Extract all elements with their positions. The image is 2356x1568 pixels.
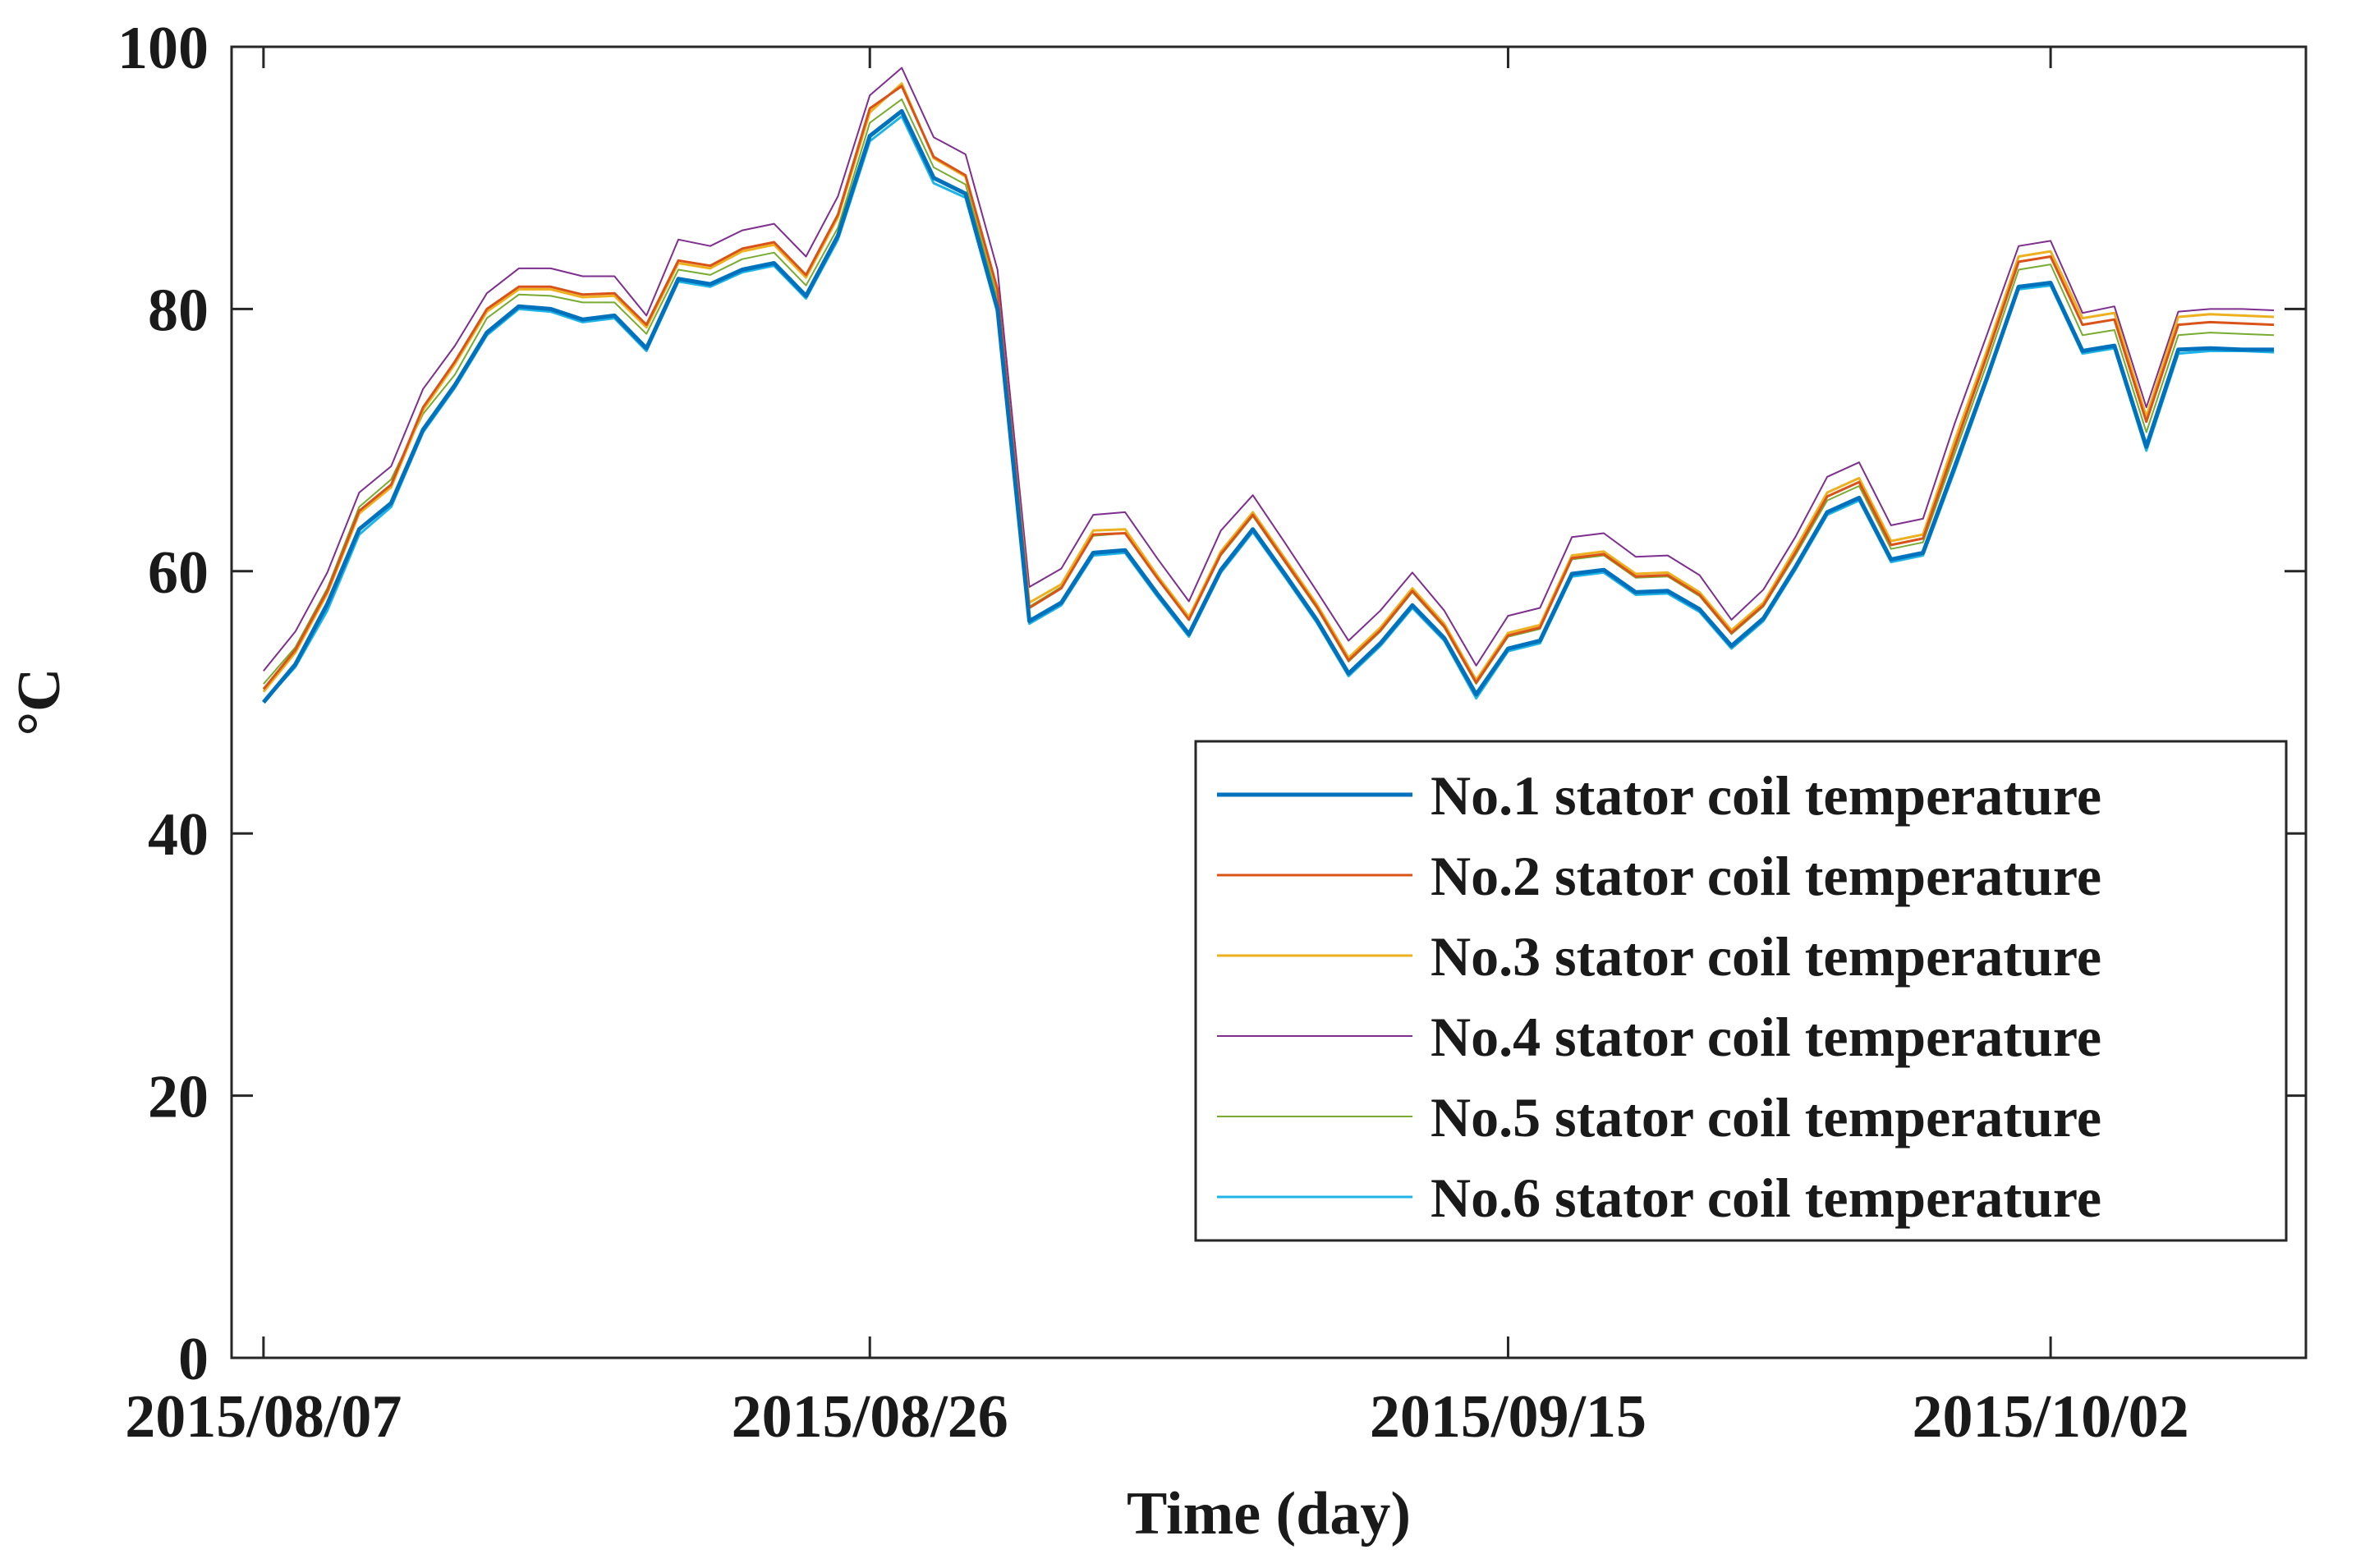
y-tick-label: 0 bbox=[178, 1326, 209, 1393]
y-tick-label: 20 bbox=[148, 1064, 209, 1131]
x-ticks: 2015/08/07 2015/08/26 2015/09/15 2015/10/02 bbox=[125, 47, 2189, 1451]
legend: No.1 stator coil temperature No.2 stator … bbox=[1194, 740, 2288, 1242]
series-layer bbox=[261, 66, 2275, 704]
legend-label-3: No.3 stator coil temperature bbox=[1431, 925, 2101, 988]
x-tick-label: 2015/08/26 bbox=[732, 1383, 1008, 1451]
series-line-1 bbox=[261, 108, 2275, 704]
y-ticks: 0 20 40 60 80 100 bbox=[117, 15, 2306, 1393]
y-tick-label: 60 bbox=[148, 539, 209, 607]
series-line-4 bbox=[263, 66, 2275, 672]
legend-label-6: No.6 stator coil temperature bbox=[1431, 1167, 2101, 1229]
series-line-3 bbox=[262, 82, 2275, 693]
y-tick-label: 80 bbox=[148, 277, 209, 344]
series-line-2 bbox=[262, 85, 2275, 690]
x-tick-label: 2015/08/07 bbox=[125, 1383, 402, 1451]
axes-box bbox=[230, 45, 2308, 1359]
legend-label-4: No.4 stator coil temperature bbox=[1431, 1006, 2101, 1068]
y-axis-title: °C bbox=[6, 667, 73, 736]
x-axis-title: Time (day) bbox=[1127, 1480, 1411, 1547]
y-tick-label: 100 bbox=[117, 15, 209, 82]
legend-box bbox=[1194, 740, 2288, 1242]
x-tick-label: 2015/10/02 bbox=[1913, 1383, 2189, 1451]
x-tick-label: 2015/09/15 bbox=[1370, 1383, 1646, 1451]
y-tick-label: 40 bbox=[148, 801, 209, 869]
legend-label-1: No.1 stator coil temperature bbox=[1431, 764, 2101, 827]
legend-label-2: No.2 stator coil temperature bbox=[1431, 845, 2101, 907]
legend-label-5: No.5 stator coil temperature bbox=[1431, 1086, 2101, 1148]
legend-items: No.1 stator coil temperature No.2 stator … bbox=[1217, 764, 2101, 1229]
